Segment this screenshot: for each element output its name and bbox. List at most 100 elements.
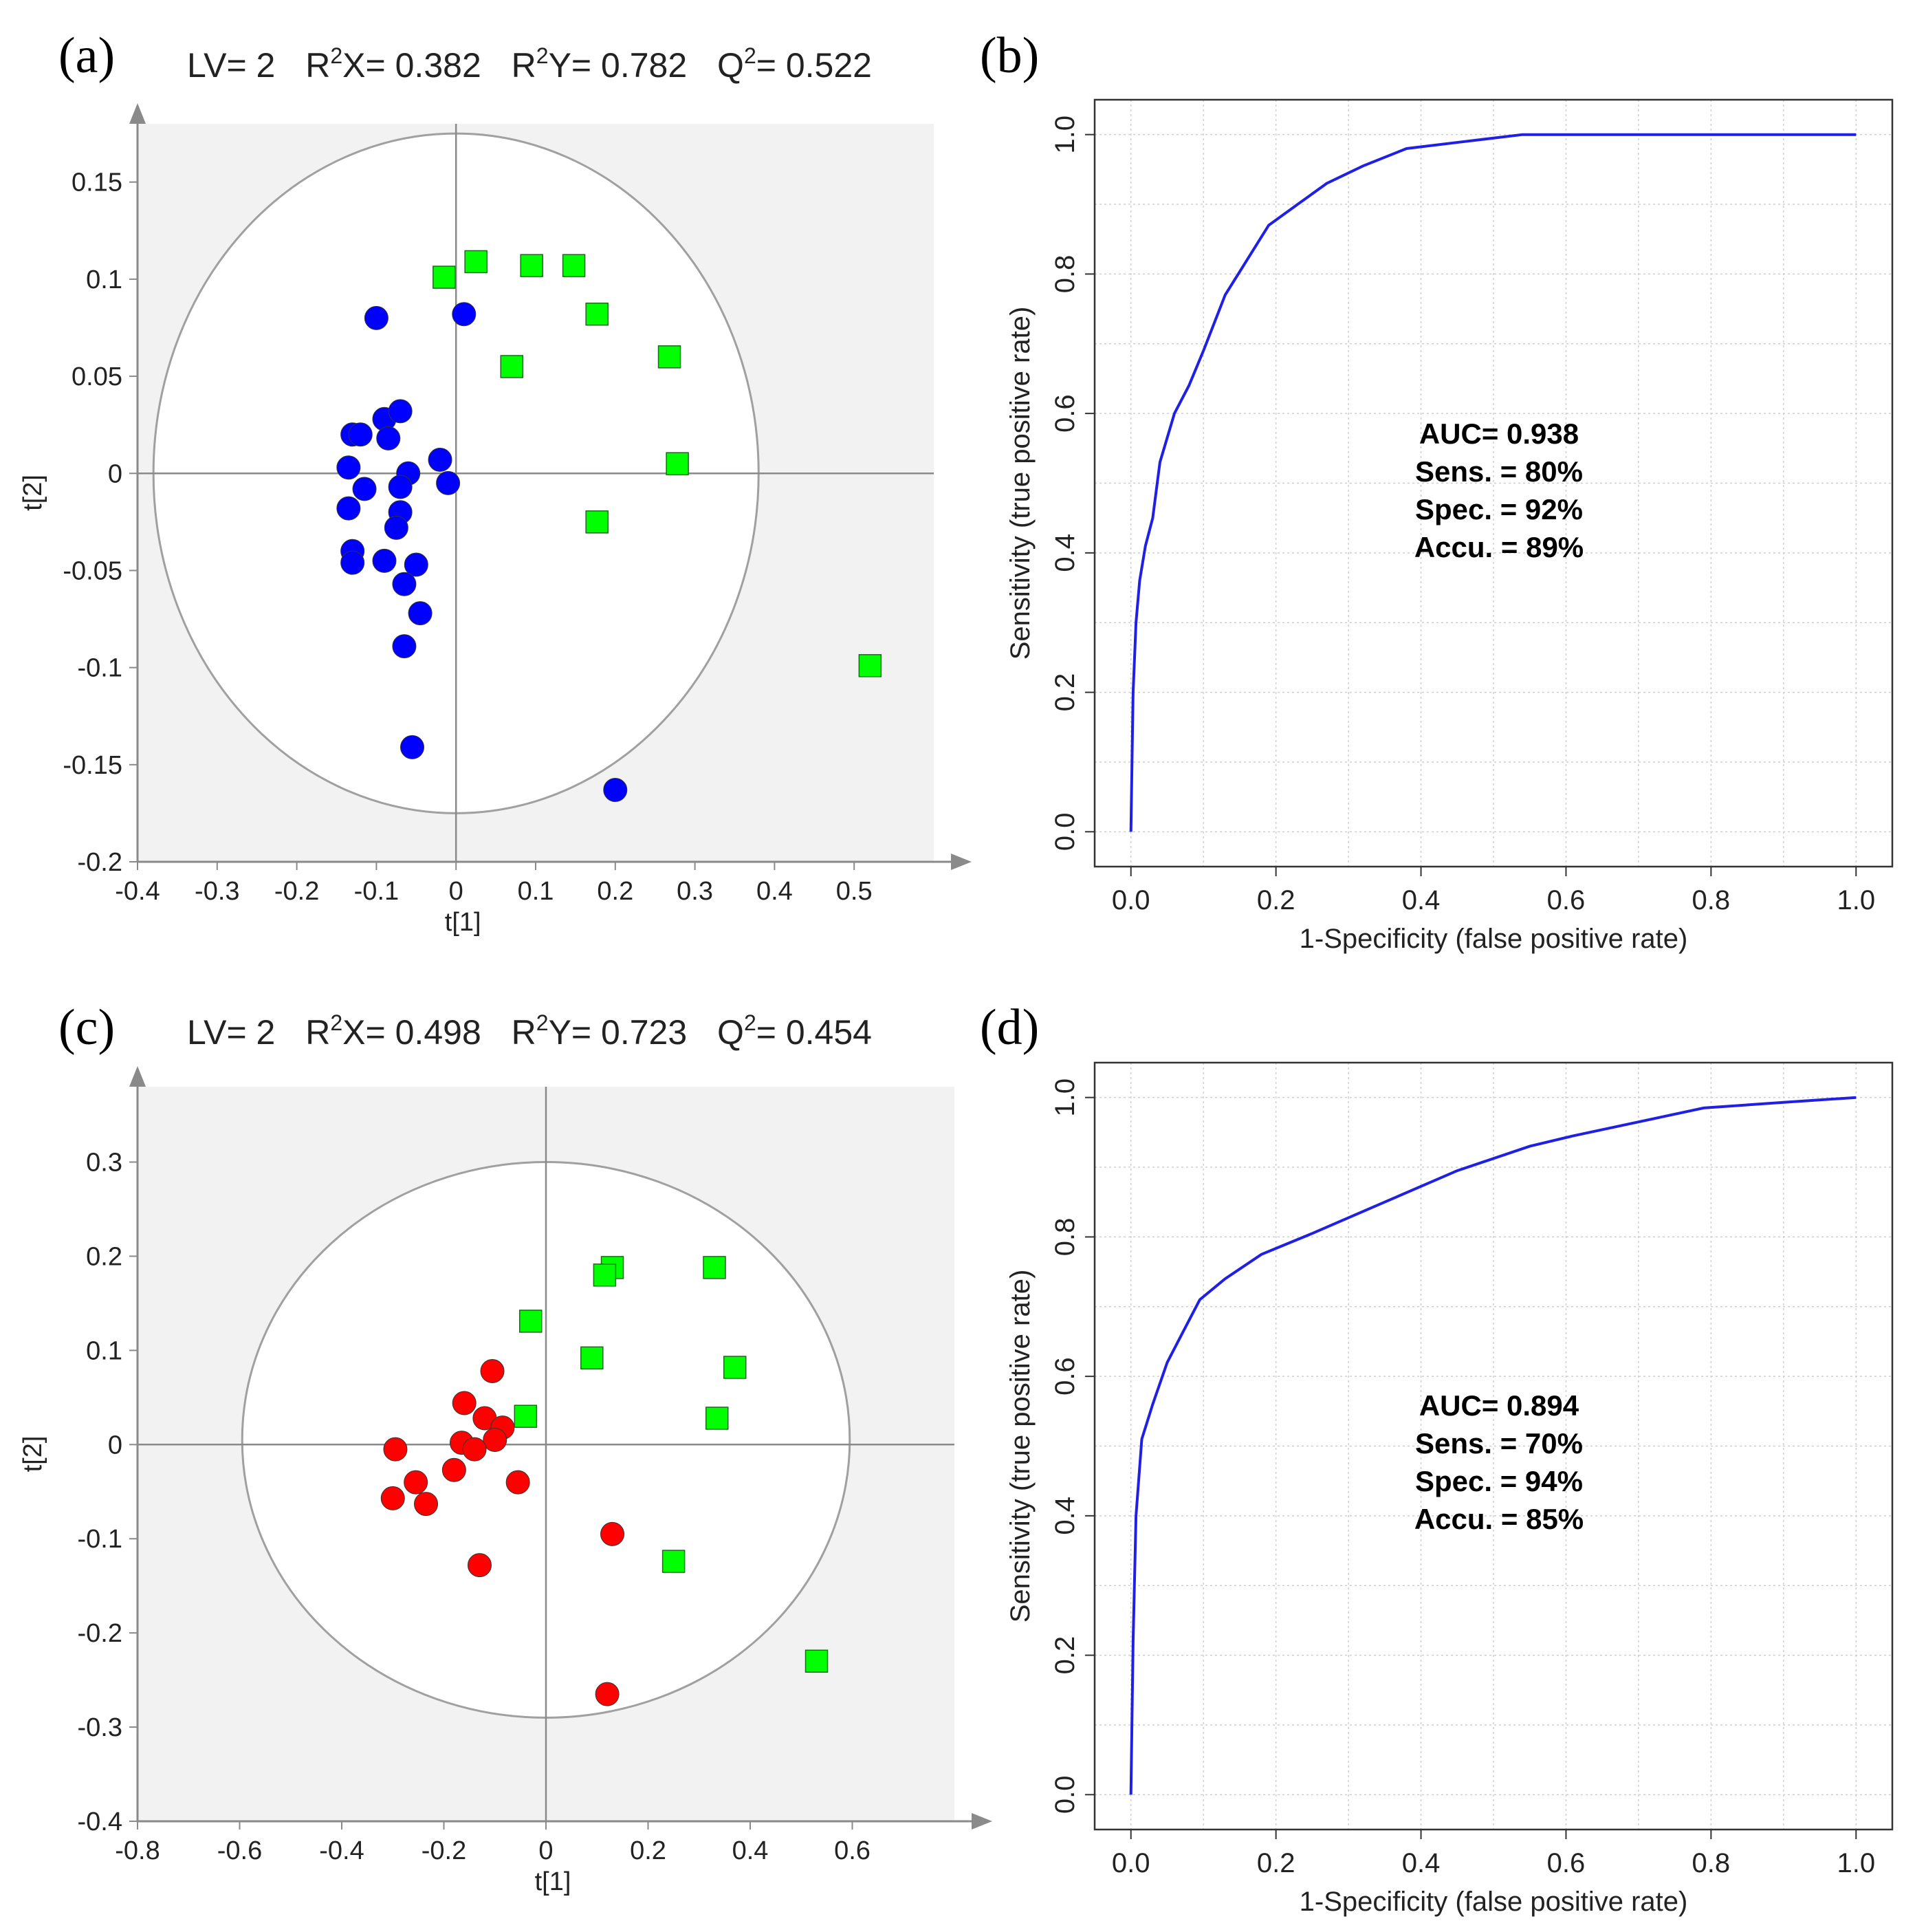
panel-b-accu: Accu. = 89% [1414,531,1584,563]
panel-a-x-axis-title: t[1] [445,908,481,937]
panel-b-x-tick-label: 0.8 [1692,885,1731,915]
panel-a-point-circle [372,548,397,573]
panel-a-point-square [666,452,689,475]
panel-b-x-axis-title: 1-Specificity (false positive rate) [1300,924,1688,954]
panel-c-point-square [703,1256,726,1279]
panel-d-y-tick-label: 1.0 [1050,1078,1080,1117]
panel-a-y-axis-title: t[2] [19,475,47,511]
panel-a-point-square [562,254,586,277]
panel-a-point-circle [388,475,413,499]
panel-a-point-circle [400,735,425,759]
panel-c-x-axis-title: t[1] [535,1867,571,1896]
panel-d-y-tick-label: 0.8 [1050,1218,1080,1257]
panel-c-y-tick-label: -0.4 [78,1808,122,1836]
panel-b-y-tick-label: 0.4 [1050,534,1080,572]
panel-c-point-square [661,1550,686,1573]
panel-c-point-circle [480,1359,505,1384]
roc-plot-d: 0.0 0.2 0.4 0.6 0.8 1.0 0.0 0.2 0.4 0.6 0.8 1.0 1-Sp… [1005,1061,1894,1917]
panel-a-point-circle [352,477,377,501]
panel-c-y-tick-label: -0.2 [78,1619,122,1648]
panel-d-accu: Accu. = 85% [1414,1503,1584,1535]
panel-d-spec: Spec. = 94% [1415,1465,1583,1497]
panel-a-point-circle [603,778,628,803]
panel-c-x-tick-label: -0.6 [217,1836,262,1865]
panel-b-x-tick-label: 0.0 [1112,885,1150,915]
panel-a-point-circle [428,447,452,472]
panel-a-point-square [657,345,681,369]
panel-b-sens: Sens. = 80% [1415,455,1583,488]
panel-b-y-tick-label: 0.0 [1050,813,1080,851]
panel-c-point-square [580,1346,604,1370]
panel-c-y-tick-label: 0.2 [86,1242,122,1271]
panel-b-spec: Spec. = 92% [1415,493,1583,525]
panel-c-letter: (c) [58,999,115,1056]
panel-c-point-circle [452,1391,477,1415]
panel-a-point-circle [376,426,401,451]
panel-b-y-axis-title: Sensitivity (true positive rate) [1005,307,1036,660]
panel-c-y-tick-label: -0.3 [78,1713,122,1742]
panel-c-point-circle [380,1486,405,1510]
panel-a-y-tick-label: -0.2 [78,848,122,877]
panel-a-x-tick-label: -0.1 [354,877,399,906]
panel-b-y-tick-label: 0.8 [1050,255,1080,294]
panel-d-x-tick-label: 0.4 [1402,1848,1441,1878]
score-plot-c: -0.8 -0.6 -0.4 -0.2 0 0.2 0.4 0.6 0.3 0.2 0.1 0 -0.1… [19,1066,992,1896]
panel-a-y-tick-label: 0.1 [86,265,122,294]
panel-a-point-circle [392,572,417,596]
panel-b-roc-curve [1129,133,1857,832]
panel-c-point-circle [462,1437,487,1462]
panel-a-x-tick-label: 0.3 [677,877,713,906]
panel-a-point-square [433,265,456,289]
panel-b-x-tick-label: 0.6 [1547,885,1586,915]
panel-d-x-tick-label: 0.8 [1692,1848,1731,1878]
panel-c-point-circle [505,1470,530,1495]
panel-c-stats: LV= 2 R2X= 0.498 R2Y= 0.723 Q2= 0.454 [187,1010,872,1052]
panel-a-point-square [500,355,524,378]
panel-a-y-tick-label: 0.15 [72,169,122,197]
panel-c-point-square [593,1263,617,1287]
panel-a-x-tick-label: 0.1 [518,877,554,906]
panel-c-point-circle [467,1553,492,1578]
score-plot-a: -0.4 -0.3 -0.2 -0.1 0 0.1 0.2 0.3 0.4 0.5 0.15 0.1 0… [19,103,972,937]
panel-d-auc: AUC= 0.894 [1419,1389,1579,1422]
panel-c-point-circle [441,1457,466,1482]
panel-b-auc: AUC= 0.938 [1419,417,1579,450]
panel-b-x-tick-label: 0.4 [1402,885,1441,915]
panel-a-y-tick-label: -0.05 [63,556,122,585]
panel-c-y-tick-label: 0 [108,1431,122,1459]
panel-d-x-axis-title: 1-Specificity (false positive rate) [1300,1887,1688,1917]
panel-c-point-circle [483,1427,507,1452]
panel-a-point-circle [436,470,461,495]
panel-a-point-circle [340,550,365,575]
panel-a-point-circle [404,552,428,577]
panel-a-y-tick-label: 0 [108,459,122,488]
panel-c-point-square [723,1356,747,1379]
panel-d-y-tick-label: 0.0 [1050,1776,1080,1814]
panel-a-x-tick-label: 0.2 [597,877,633,906]
panel-d-x-tick-label: 1.0 [1837,1848,1875,1878]
panel-c-y-axis-title: t[2] [19,1436,47,1473]
panel-c-point-circle [383,1437,408,1462]
panel-c-x-axis-arrow [972,1813,992,1830]
panel-a-x-tick-label: 0 [449,877,463,906]
panel-a-point-square [520,254,543,277]
panel-a-point-circle [364,305,389,330]
panel-a-x-tick-label: 0.5 [836,877,873,906]
panel-a-point-circle [336,496,361,521]
panel-d-y-tick-label: 0.4 [1050,1497,1080,1535]
panel-a-y-tick-label: 0.05 [72,362,122,391]
panel-d-roc-curve [1129,1096,1857,1795]
panel-d-frame [1093,1061,1894,1831]
panel-a-lv: LV= [187,46,256,85]
panel-c-point-square [705,1407,729,1430]
panel-c-x-tick-label: 0.2 [630,1836,666,1865]
panel-a-point-circle [348,422,373,447]
panel-c-point-circle [404,1470,428,1495]
panel-a-point-circle [452,302,477,327]
panel-c-y-tick-label: 0.3 [86,1149,122,1177]
panel-c-point-square [514,1404,538,1428]
panel-a-point-circle [408,601,433,626]
panel-c-point-circle [600,1521,625,1546]
panel-c: (c) LV= 2 R2X= 0.498 R2Y= 0.723 Q2= 0.45… [19,999,992,1896]
panel-c-y-axis-arrow [129,1066,146,1087]
